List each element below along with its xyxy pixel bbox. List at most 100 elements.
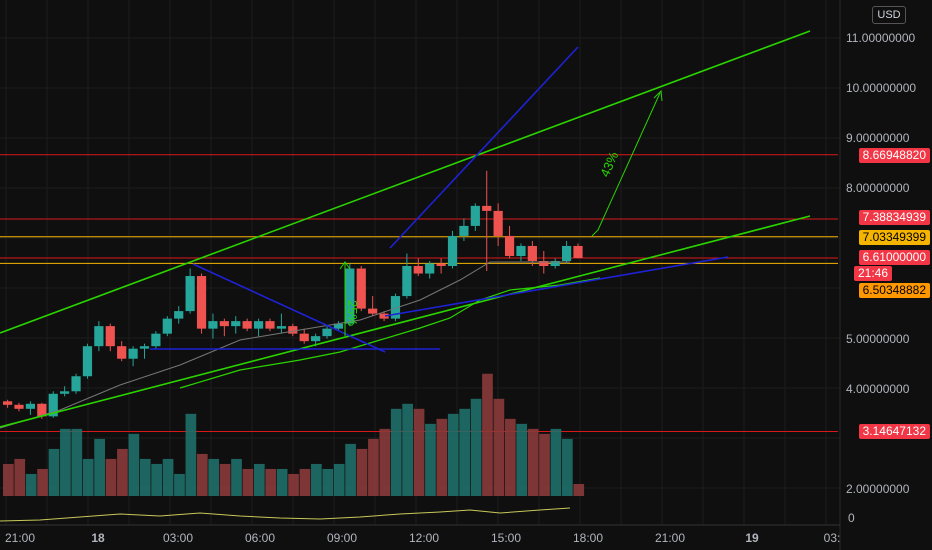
price-tick-label: 2.00000000 (846, 482, 910, 496)
candle-body (299, 333, 309, 342)
volume-bar (265, 468, 277, 496)
candle-body (322, 328, 332, 337)
price-label-badge: 3.14647132 (858, 424, 930, 439)
volume-bar (151, 463, 163, 496)
volume-bar (561, 438, 573, 496)
volume-bar (37, 468, 48, 496)
volume-bar (219, 463, 231, 496)
candle-body (516, 245, 526, 256)
volume-bar (117, 448, 128, 496)
price-label-badge: 7.38834939 (858, 210, 930, 225)
arrow-43-head (653, 89, 663, 102)
volume-bar (311, 463, 322, 496)
candle-body (48, 393, 58, 417)
candle-body (162, 318, 172, 334)
volume-bar (482, 373, 493, 496)
trendline-upper (0, 30, 811, 334)
volume-bar (436, 418, 448, 496)
volume-bar (25, 473, 37, 496)
candle-body (436, 263, 446, 267)
volume-bar (71, 428, 83, 496)
blue-rising-line (389, 46, 579, 249)
price-tick-label: 5.00000000 (846, 331, 910, 346)
time-tick-label: 18:00 (572, 531, 604, 545)
price-tick-label: 4.00000000 (846, 381, 910, 396)
candle-body (425, 263, 435, 274)
candle-body (368, 308, 378, 314)
price-tick-label: 11.00000000 (846, 31, 916, 45)
candle-body (139, 346, 150, 349)
volume-bar (276, 468, 288, 496)
candle-body (573, 245, 583, 258)
candle-body (459, 225, 469, 236)
currency-button[interactable]: USD (872, 6, 906, 24)
candle-body (151, 333, 161, 347)
time-tick-label: 18 (91, 531, 105, 545)
candle-body (390, 296, 401, 319)
moving-average-green (179, 277, 601, 389)
volume-bar (356, 448, 368, 496)
volume-bar (3, 463, 14, 496)
price-label-badge: 21:46 (853, 266, 892, 281)
volume-bar (345, 443, 356, 496)
candle-body (14, 404, 24, 409)
volume-bar (48, 448, 60, 496)
price-label-badge: 6.50348882 (858, 283, 930, 298)
price-label-badge: 8.66948820 (858, 148, 930, 163)
candle-body (231, 321, 241, 327)
candle-body (265, 321, 275, 329)
volume-bar (527, 428, 539, 496)
candle-body (550, 260, 560, 267)
moving-average-gray (0, 261, 570, 429)
volume-bar (539, 433, 550, 496)
volume-bar (516, 423, 528, 496)
volume-bar (402, 403, 413, 496)
candle-body (3, 401, 13, 405)
candle-body (482, 205, 492, 211)
volume-bar (550, 428, 562, 496)
time-tick-label: 06:00 (244, 531, 276, 545)
volume-bar (253, 463, 265, 496)
candle-body (60, 391, 70, 394)
candle-body (356, 268, 366, 309)
time-tick-label: 09:00 (326, 531, 358, 545)
volume-bar (185, 413, 197, 496)
candle-body (208, 321, 218, 329)
candle-body (196, 276, 207, 329)
rsi-line (0, 507, 571, 522)
volume-bar (425, 423, 436, 496)
candle-body (94, 326, 104, 347)
candle-body (493, 210, 503, 236)
candle-body (527, 245, 537, 261)
candle-body (470, 205, 480, 226)
time-tick-label: 21:00 (4, 531, 36, 545)
volume-bar (447, 413, 459, 496)
volume-bar (231, 458, 242, 496)
annotation-43-percent: 43% (597, 149, 621, 179)
candle-body (105, 326, 115, 347)
candle-body (253, 321, 264, 329)
volume-bar (82, 458, 94, 496)
price-label-badge: 6.61000000 (858, 250, 930, 265)
price-tick-label: 8.00000000 (846, 181, 910, 196)
arrow-43-line (591, 92, 661, 237)
price-tick-label: 10.00000000 (846, 81, 917, 96)
candle-body (276, 326, 286, 329)
candle-body (539, 260, 549, 267)
volume-bar (288, 473, 299, 496)
candle-body (185, 276, 195, 312)
candle-body (311, 336, 321, 342)
candle-body (242, 321, 252, 329)
candle-body (117, 346, 127, 359)
volume-bar (333, 463, 345, 496)
candle-body (174, 311, 184, 319)
candle-body (71, 376, 81, 392)
volume-bar (128, 433, 140, 496)
volume-bar (299, 468, 311, 496)
volume-bar (105, 458, 117, 496)
volume-bar (322, 468, 334, 496)
volume-bar (379, 428, 391, 496)
candle-body (447, 235, 458, 267)
price-label-badge: 7.03349399 (858, 230, 930, 245)
